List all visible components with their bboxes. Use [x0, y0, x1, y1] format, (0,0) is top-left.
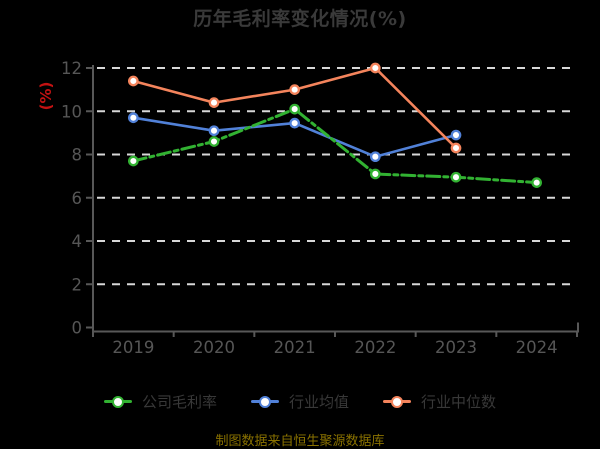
data-point-行业中位数-1 — [208, 97, 220, 108]
legend-marker-icon — [103, 395, 132, 408]
data-point-行业均值-1 — [208, 125, 220, 137]
data-point-公司毛利率-4 — [450, 171, 462, 183]
data-point-行业均值-4 — [450, 129, 462, 141]
data-point-公司毛利率-2 — [289, 103, 301, 115]
legend-label: 行业均值 — [288, 393, 349, 411]
data-point-公司毛利率-3 — [369, 168, 381, 180]
legend: 公司毛利率 行业均值 行业中位数 — [0, 391, 600, 412]
legend-marker-icon — [250, 395, 279, 408]
legend-label: 行业中位数 — [421, 393, 497, 411]
chart-title: 历年毛利率变化情况(%) — [193, 8, 407, 30]
legend-item-行业中位数: 行业中位数 — [383, 391, 496, 412]
legend-label: 公司毛利率 — [141, 393, 217, 411]
y-tick-label-12: 12 — [61, 59, 82, 78]
data-point-公司毛利率-5 — [531, 177, 543, 188]
legend-item-公司毛利率: 公司毛利率 — [103, 391, 217, 412]
data-point-行业均值-0 — [127, 112, 139, 124]
legend-marker-icon — [383, 395, 411, 408]
y-tick-label-8: 8 — [72, 146, 83, 165]
data-point-公司毛利率-0 — [127, 155, 139, 167]
data-point-行业中位数-4 — [450, 142, 462, 154]
legend-dot-swatch — [111, 395, 124, 408]
x-tick-label-2023: 2023 — [435, 338, 477, 357]
y-tick-label-4: 4 — [72, 232, 83, 251]
y-tick-label-2: 2 — [72, 275, 83, 294]
data-source-note: 制图数据来自恒生聚源数据库 — [215, 434, 385, 449]
data-point-行业均值-2 — [289, 117, 301, 129]
data-point-行业中位数-2 — [289, 84, 301, 95]
x-tick-label-2021: 2021 — [274, 338, 316, 357]
y-tick-label-10: 10 — [61, 102, 82, 121]
x-tick-label-2020: 2020 — [193, 338, 235, 357]
legend-item-行业均值: 行业均值 — [250, 391, 349, 412]
y-tick-label-6: 6 — [72, 189, 83, 208]
y-tick-label-0: 0 — [72, 319, 83, 338]
x-tick-label-2024: 2024 — [516, 338, 558, 357]
series-line-公司毛利率 — [131, 107, 539, 185]
data-point-行业中位数-3 — [369, 62, 381, 74]
data-point-公司毛利率-1 — [208, 136, 220, 147]
x-tick-label-2019: 2019 — [112, 338, 154, 357]
legend-dot-swatch — [391, 395, 403, 408]
x-tick-label-2022: 2022 — [354, 338, 396, 357]
legend-dot-swatch — [258, 395, 271, 408]
data-point-行业中位数-0 — [127, 75, 139, 87]
data-point-行业均值-3 — [369, 151, 381, 163]
